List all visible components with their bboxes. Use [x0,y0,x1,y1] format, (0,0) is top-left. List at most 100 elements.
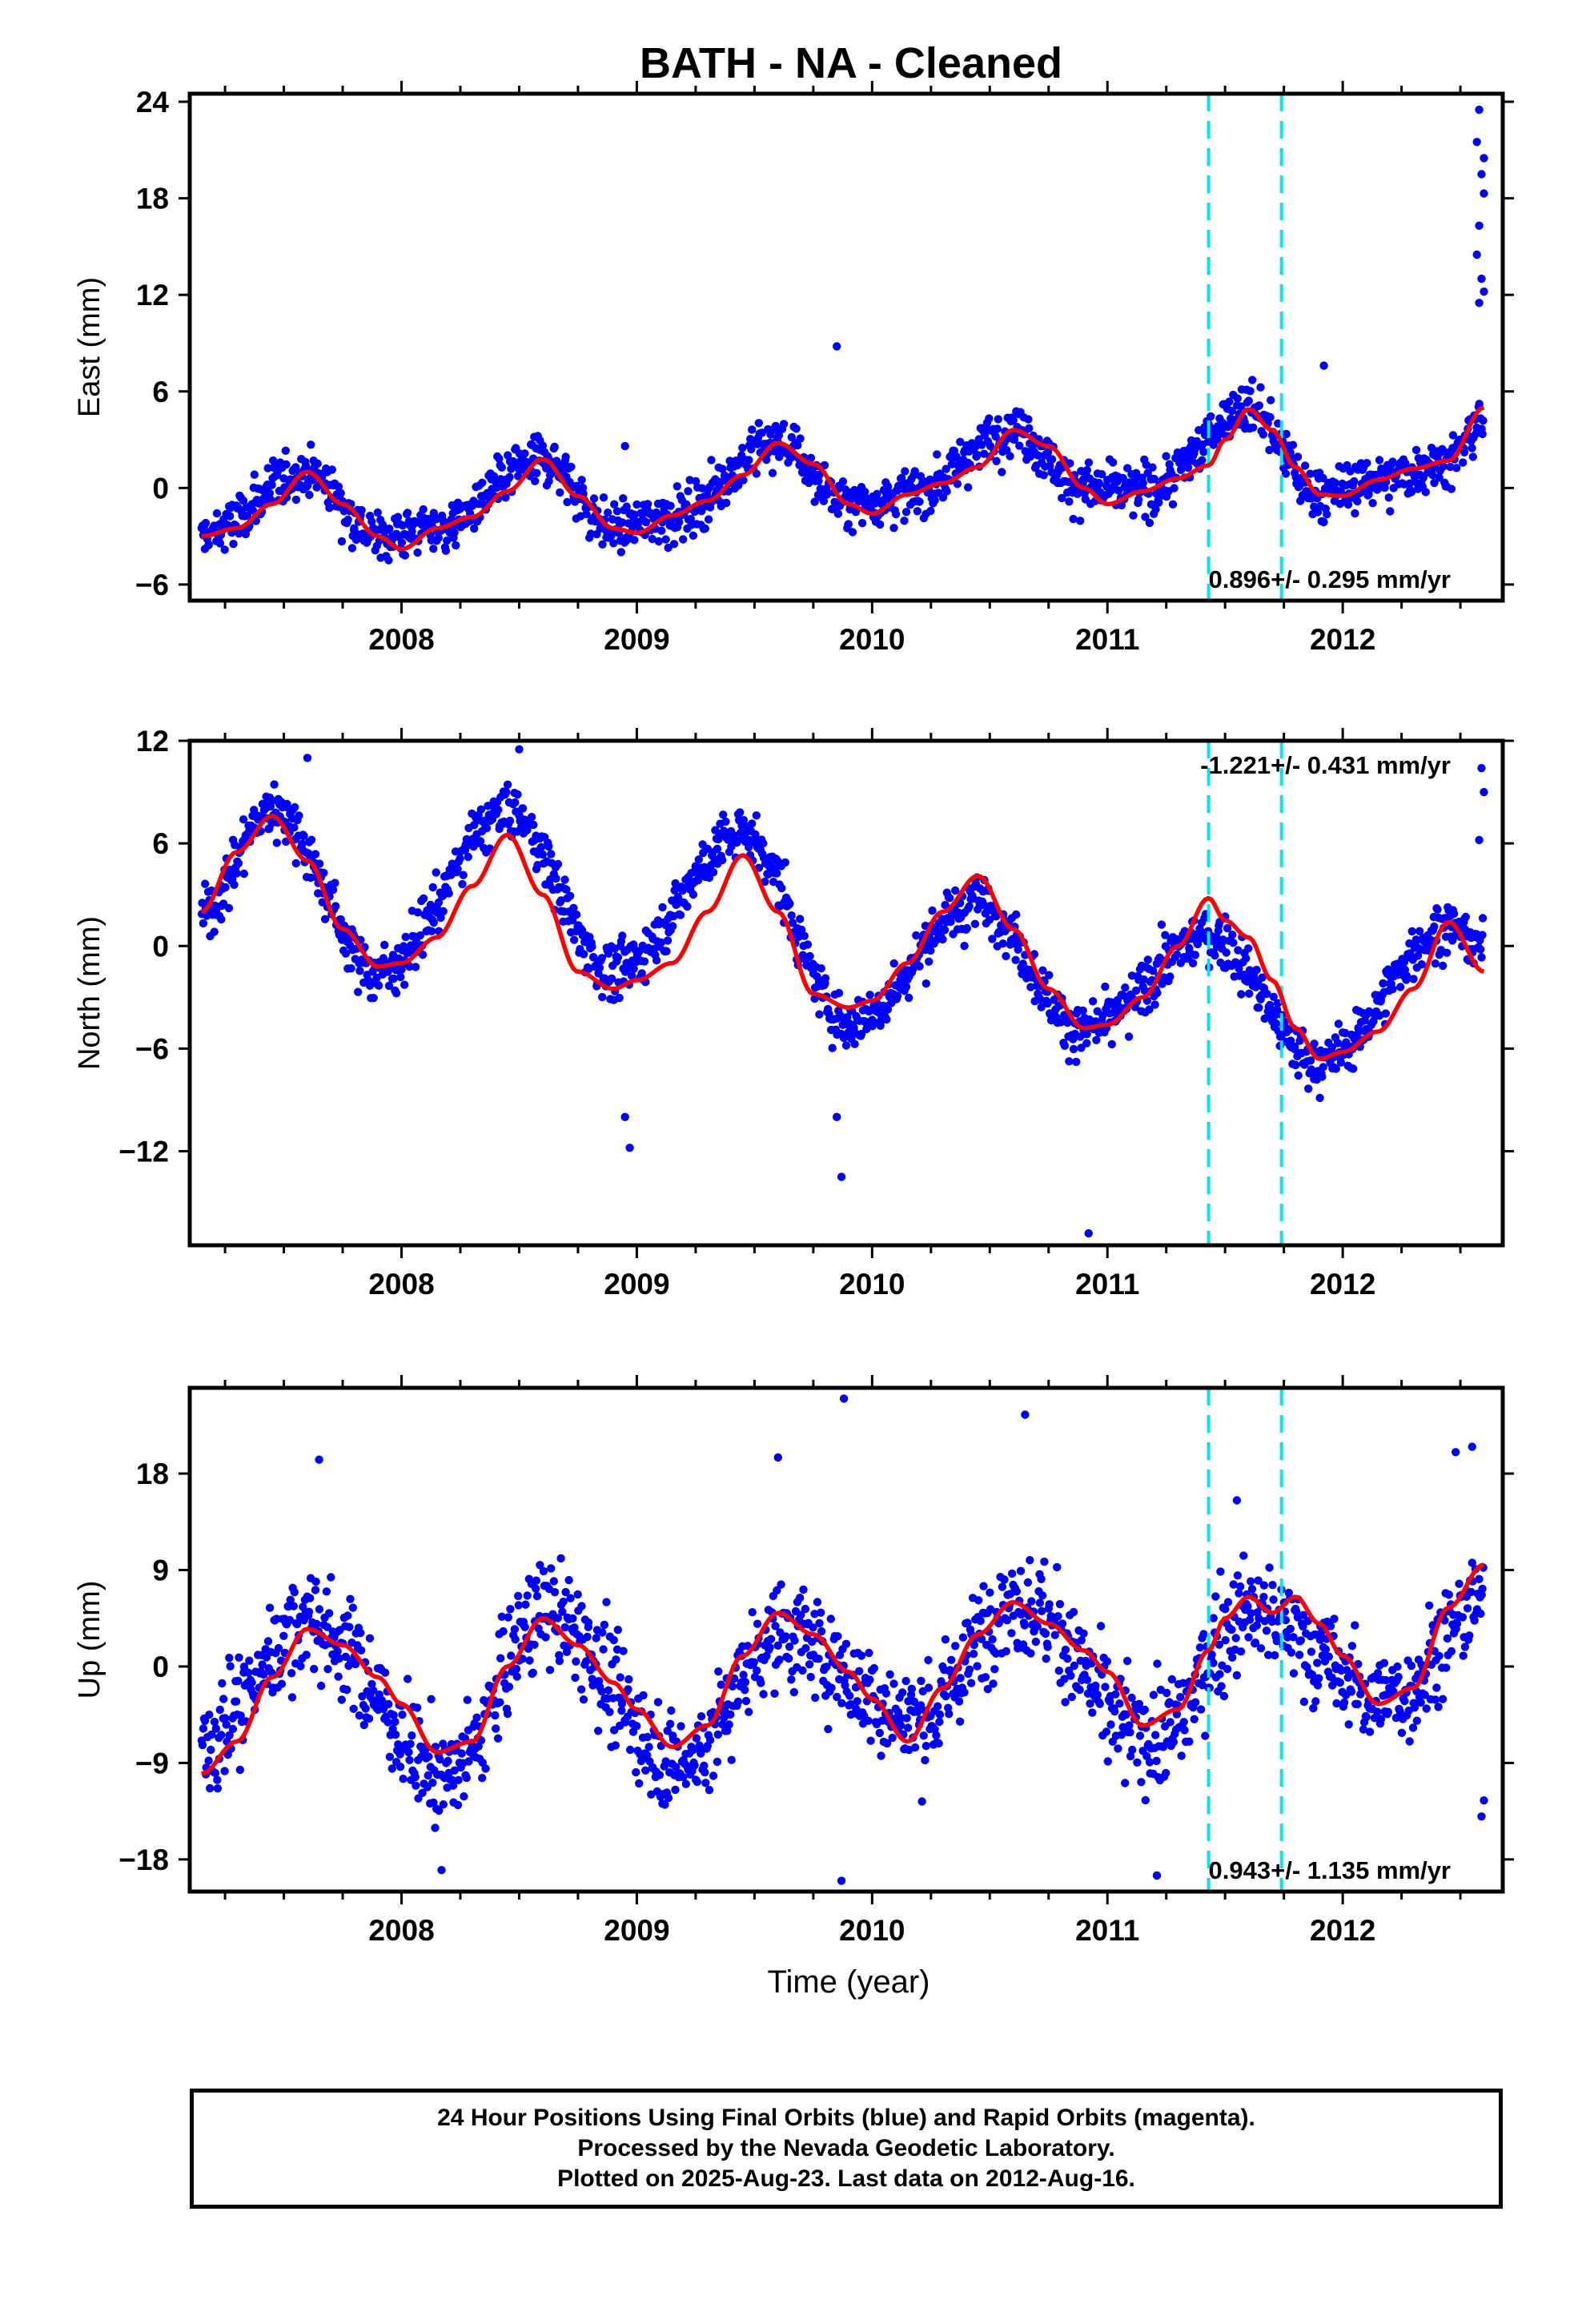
data-point [472,1713,481,1722]
data-point [600,1620,609,1630]
data-point [1407,1661,1416,1671]
data-point [286,1595,295,1605]
x-tick-label: 2012 [1310,623,1375,656]
data-point [553,859,563,869]
data-point [1255,401,1264,410]
data-point [946,917,955,927]
data-point [988,935,997,943]
data-point [413,548,422,557]
data-point [1291,1060,1300,1070]
data-point [588,1681,597,1690]
data-point [1408,1723,1418,1732]
data-point [435,1806,444,1815]
data-point [354,987,363,996]
data-point [361,1704,370,1713]
data-point [1076,517,1085,525]
data-point [502,787,511,797]
data-point [1247,1577,1255,1586]
data-point [992,456,1001,465]
outlier-point [1232,1496,1242,1505]
data-point [632,1722,641,1731]
data-point [343,515,352,525]
data-point [562,885,571,895]
data-point [1327,1673,1336,1682]
data-point [828,1043,837,1052]
data-point [713,1730,722,1739]
data-point [947,460,957,468]
data-point [822,1663,831,1671]
data-point [705,1735,715,1744]
data-point [391,1730,400,1739]
data-point [538,850,547,859]
data-point [213,1775,222,1784]
data-point [336,489,345,497]
data-point [418,951,428,959]
data-point [720,1713,729,1723]
data-point [295,811,303,820]
data-point [356,1646,366,1655]
data-point [672,1763,681,1771]
data-point [664,1793,673,1803]
data-point [285,1615,295,1625]
data-point [1281,469,1291,478]
data-point [1015,441,1024,450]
data-point [504,1613,512,1622]
data-point [544,476,553,486]
data-point [1447,485,1456,493]
data-point [424,1752,433,1761]
data-point [1225,397,1234,406]
data-point [676,911,685,919]
data-point [1259,1592,1268,1602]
y-tick-label: 9 [152,1554,169,1587]
data-point [1324,1652,1334,1661]
data-point [1415,927,1424,936]
data-point [1141,1795,1150,1805]
data-point [588,1675,596,1683]
data-point [619,494,628,503]
data-point [215,1705,224,1715]
data-point [571,1673,580,1683]
data-point [536,1561,544,1570]
data-point [523,1591,532,1600]
data-point [1311,1697,1320,1706]
data-point [1349,1064,1358,1073]
data-point [1256,1644,1266,1653]
data-point [1169,1738,1178,1747]
data-point [272,1614,281,1623]
data-point [1412,1716,1422,1725]
outlier-point [1480,787,1488,797]
data-point [669,922,677,931]
data-point [1198,456,1207,464]
data-point [1239,1551,1248,1560]
data-point [210,1717,219,1727]
data-point [787,1675,796,1684]
data-point [701,524,709,533]
data-point [1035,1598,1045,1607]
data-point [653,1698,663,1707]
data-point [403,509,412,517]
footer-line-processed: Processed by the Nevada Geodetic Laborat… [577,2135,1115,2161]
data-point [1037,1574,1046,1584]
data-point [661,1800,669,1809]
data-point [641,517,651,527]
data-point [901,1676,910,1686]
data-point [279,1631,288,1640]
data-point [1078,1006,1087,1015]
data-point [1400,1696,1409,1706]
data-point [1101,1683,1110,1691]
data-point [889,959,898,968]
data-point [482,823,492,833]
data-point [239,869,248,879]
data-point [1386,507,1395,516]
data-point [443,536,452,545]
data-point [616,548,625,557]
data-point [1054,1612,1062,1621]
data-point [597,954,606,963]
data-point [1084,458,1094,467]
data-point [613,1626,622,1634]
data-point [1232,1671,1242,1680]
data-point [1353,1699,1363,1709]
data-point [556,896,566,905]
data-point [1043,1642,1052,1651]
y-tick-label: 18 [136,183,169,215]
